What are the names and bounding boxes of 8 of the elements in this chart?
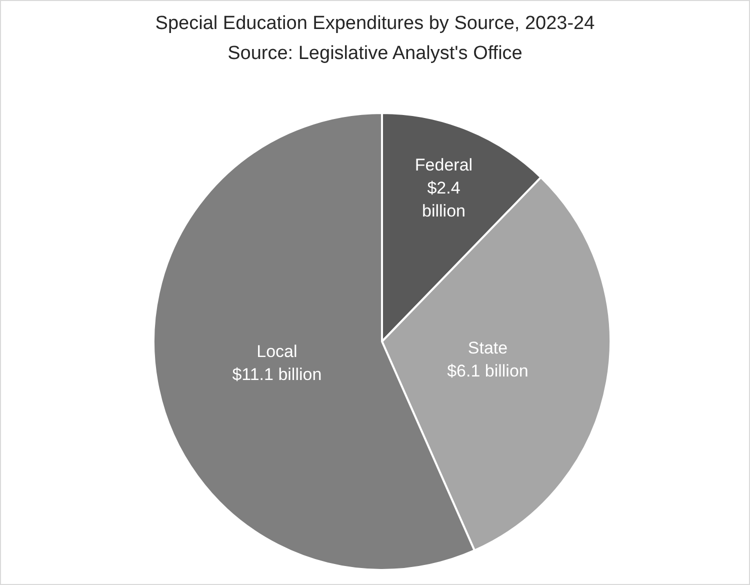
data-label: $6.1 billion <box>447 362 528 381</box>
data-label: $2.4 billion <box>422 178 466 221</box>
chart-subtitle: Source: Legislative Analyst's Office <box>226 43 524 65</box>
slice-label: State <box>468 338 508 358</box>
slice-label: Local <box>256 342 298 361</box>
chart-title: Special Education Expenditures by Source, 2023-24 <box>154 13 596 35</box>
data-label: $11.1 billion <box>232 364 322 384</box>
slice-label: Federal <box>414 156 473 175</box>
